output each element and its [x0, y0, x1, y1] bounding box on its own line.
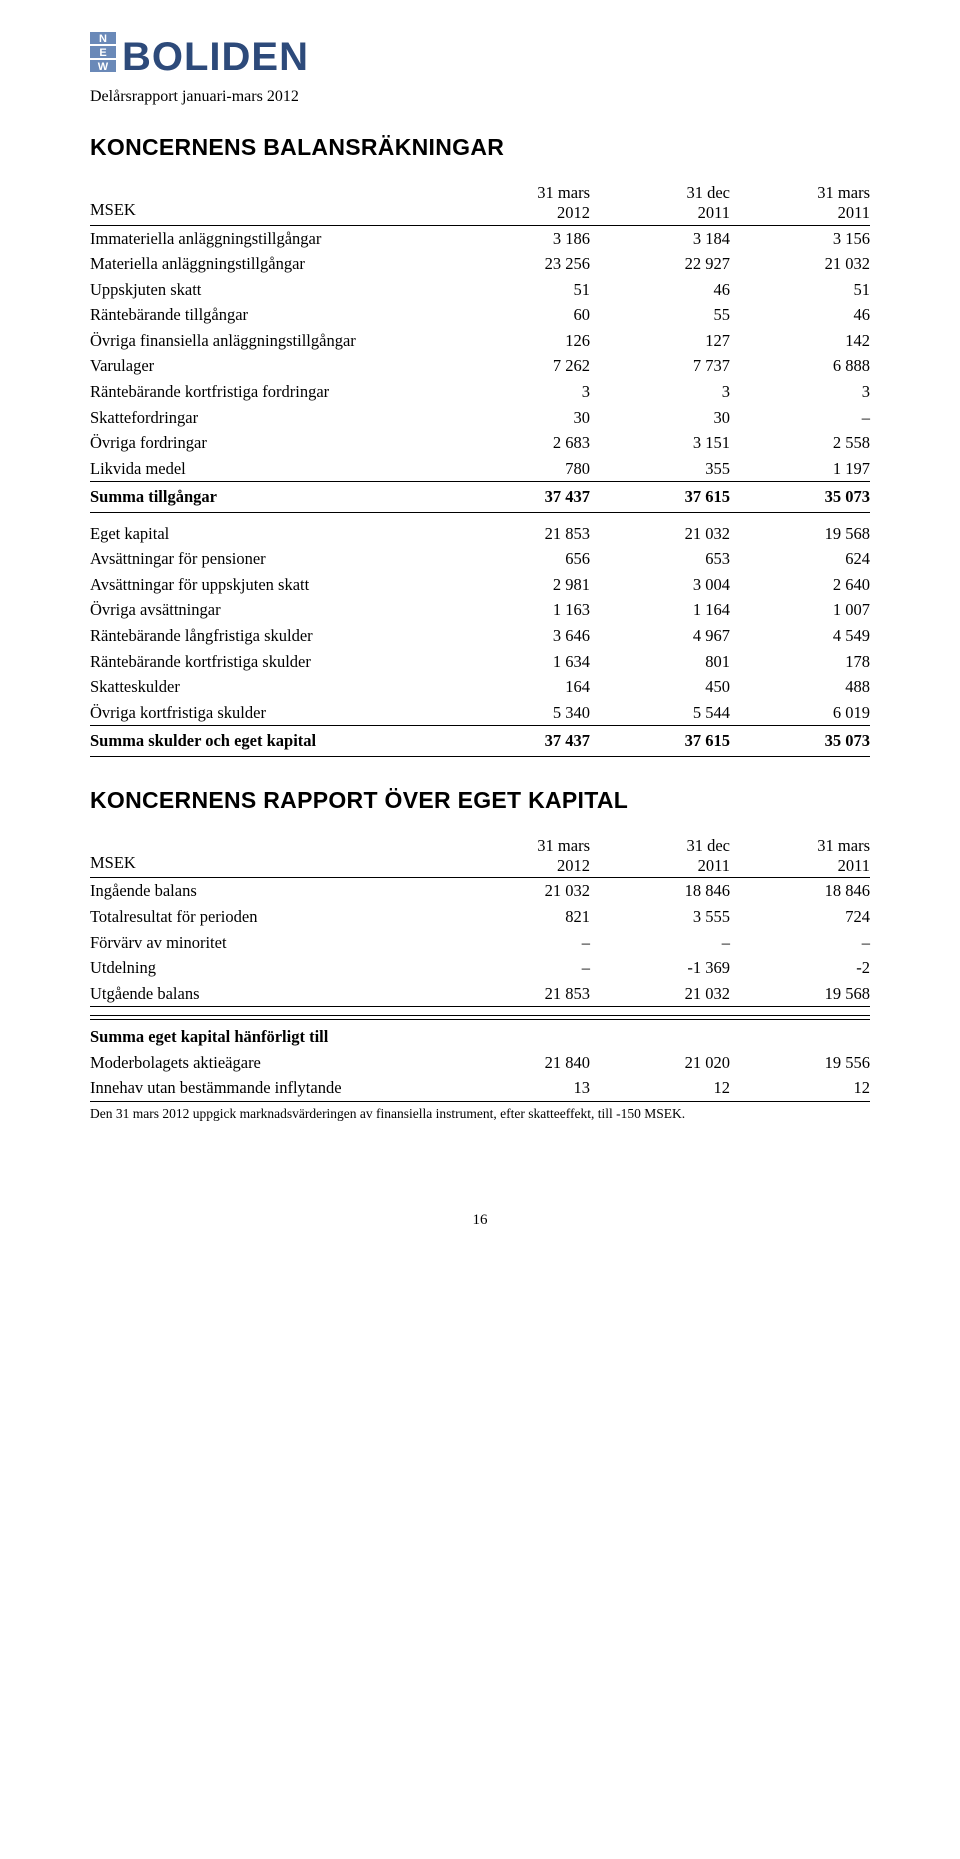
table-row: Ingående balans21 03218 84618 846 — [90, 878, 870, 904]
equity-table: MSEK 31 mars 2012 31 dec 2011 31 mars 20… — [90, 836, 870, 1102]
row-label: Totalresultat för perioden — [90, 904, 450, 930]
row-label: Räntebärande långfristiga skulder — [90, 623, 450, 649]
table-row: Eget kapital21 85321 03219 568 — [90, 521, 870, 547]
table-row: Varulager7 2627 7376 888 — [90, 353, 870, 379]
section-equity-heading: KONCERNENS RAPPORT ÖVER EGET KAPITAL — [90, 787, 870, 814]
header-col-3: 31 mars 2011 — [730, 183, 870, 225]
row-label: Ingående balans — [90, 878, 450, 904]
sum-assets-label: Summa tillgångar — [90, 482, 450, 513]
table-row: Avsättningar för uppskjuten skatt2 9813 … — [90, 572, 870, 598]
table-row: Övriga avsättningar1 1631 1641 007 — [90, 597, 870, 623]
row-label: Moderbolagets aktieägare — [90, 1050, 450, 1076]
header-col-1: 31 mars 2012 — [450, 183, 590, 225]
footnote: Den 31 mars 2012 uppgick marknadsvärderi… — [90, 1106, 870, 1122]
row-label: Skattefordringar — [90, 405, 450, 431]
row-label: Räntebärande tillgångar — [90, 302, 450, 328]
table-row: Skatteskulder164450488 — [90, 674, 870, 700]
section-balance-heading: KONCERNENS BALANSRÄKNINGAR — [90, 134, 870, 161]
svg-text:N: N — [99, 33, 107, 45]
row-label: Övriga kortfristiga skulder — [90, 700, 450, 726]
table-row: Moderbolagets aktieägare21 84021 02019 5… — [90, 1050, 870, 1076]
row-label: Eget kapital — [90, 521, 450, 547]
table-row: Räntebärande långfristiga skulder3 6464 … — [90, 623, 870, 649]
attrib-header-row: Summa eget kapital hänförligt till — [90, 1020, 870, 1050]
report-subtitle: Delårsrapport januari-mars 2012 — [90, 88, 870, 106]
header-label: MSEK — [90, 183, 450, 225]
table-row: Innehav utan bestämmande inflytande13121… — [90, 1075, 870, 1101]
table-row: Uppskjuten skatt514651 — [90, 277, 870, 303]
table-row: Övriga finansiella anläggningstillgångar… — [90, 328, 870, 354]
table-row: Räntebärande tillgångar605546 — [90, 302, 870, 328]
table-row: Materiella anläggningstillgångar23 25622… — [90, 251, 870, 277]
row-label: Övriga finansiella anläggningstillgångar — [90, 328, 450, 354]
sum-liab-label: Summa skulder och eget kapital — [90, 726, 450, 757]
table-row: Immateriella anläggningstillgångar3 1863… — [90, 225, 870, 251]
row-label: Utgående balans — [90, 981, 450, 1007]
boliden-logo-svg: N E W BOLIDEN — [90, 30, 380, 78]
row-label: Uppskjuten skatt — [90, 277, 450, 303]
page-number: 16 — [90, 1212, 870, 1229]
svg-text:E: E — [99, 47, 106, 59]
table-header-row: MSEK 31 mars 2012 31 dec 2011 31 mars 20… — [90, 183, 870, 225]
table-row: Likvida medel7803551 197 — [90, 456, 870, 482]
row-label: Likvida medel — [90, 456, 450, 482]
row-label: Förvärv av minoritet — [90, 930, 450, 956]
sum-liab-row: Summa skulder och eget kapital 37 437 37… — [90, 726, 870, 757]
table-row: Avsättningar för pensioner656653624 — [90, 546, 870, 572]
table-row: Räntebärande kortfristiga fordringar333 — [90, 379, 870, 405]
row-label: Utdelning — [90, 955, 450, 981]
row-label: Skatteskulder — [90, 674, 450, 700]
row-label: Avsättningar för pensioner — [90, 546, 450, 572]
row-label: Materiella anläggningstillgångar — [90, 251, 450, 277]
table-row: Förvärv av minoritet––– — [90, 930, 870, 956]
row-label: Räntebärande kortfristiga skulder — [90, 649, 450, 675]
equity-header-row: MSEK 31 mars 2012 31 dec 2011 31 mars 20… — [90, 836, 870, 878]
balance-table: MSEK 31 mars 2012 31 dec 2011 31 mars 20… — [90, 183, 870, 757]
attrib-header-label: Summa eget kapital hänförligt till — [90, 1020, 870, 1050]
row-label: Övriga fordringar — [90, 430, 450, 456]
table-row: Utdelning–-1 369-2 — [90, 955, 870, 981]
row-label: Innehav utan bestämmande inflytande — [90, 1075, 450, 1101]
sum-assets-row: Summa tillgångar 37 437 37 615 35 073 — [90, 482, 870, 513]
header-label: MSEK — [90, 836, 450, 878]
table-row: Räntebärande kortfristiga skulder1 63480… — [90, 649, 870, 675]
table-row: Övriga kortfristiga skulder5 3405 5446 0… — [90, 700, 870, 726]
logo: N E W BOLIDEN — [90, 30, 870, 78]
svg-text:BOLIDEN: BOLIDEN — [122, 35, 309, 78]
svg-text:W: W — [98, 61, 109, 73]
table-row: Skattefordringar3030– — [90, 405, 870, 431]
table-row: Totalresultat för perioden8213 555724 — [90, 904, 870, 930]
table-row: Utgående balans21 85321 03219 568 — [90, 981, 870, 1007]
row-label: Övriga avsättningar — [90, 597, 450, 623]
row-label: Avsättningar för uppskjuten skatt — [90, 572, 450, 598]
row-label: Räntebärande kortfristiga fordringar — [90, 379, 450, 405]
row-label: Immateriella anläggningstillgångar — [90, 225, 450, 251]
row-label: Varulager — [90, 353, 450, 379]
header-col-2: 31 dec 2011 — [590, 183, 730, 225]
table-row: Övriga fordringar2 6833 1512 558 — [90, 430, 870, 456]
